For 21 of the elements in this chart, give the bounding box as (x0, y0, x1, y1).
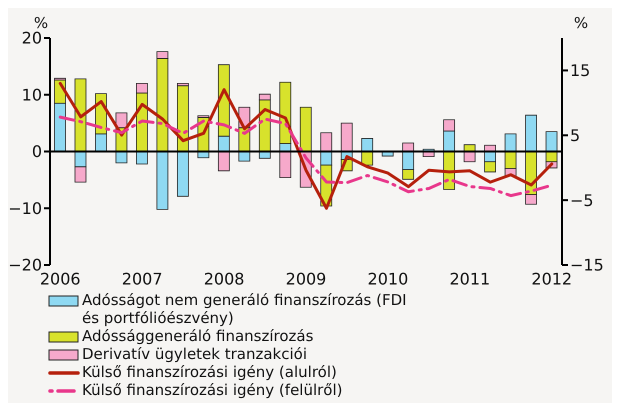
y-tick-label: −20 (8, 256, 42, 275)
y2-tick-label: 15 (570, 61, 590, 80)
x-tick-label: 2007 (122, 269, 163, 288)
legend-label: Külső finanszírozási igény (alulról) (82, 363, 337, 381)
x-tick-label: 2008 (204, 269, 244, 288)
x-tick-label: 2012 (531, 269, 572, 288)
legend-label: Adósságot nem generáló finanszírozás (FDI és portfólióészvény) (82, 291, 408, 327)
y2-tick-label: 5 (570, 126, 580, 145)
x-tick-label: 2009 (286, 269, 326, 288)
y2-tick-label: −15 (570, 256, 604, 275)
legend-label: Derivatív ügyletek tranzakciói (82, 345, 307, 363)
y-tick-label: 0 (32, 142, 42, 162)
y-tick-label: −10 (8, 198, 42, 218)
y2-tick-label: −5 (570, 190, 594, 210)
y2-axis-title: % (574, 14, 588, 32)
y-tick-label: 10 (22, 85, 42, 104)
legend-label: Adóssággeneráló finanszírozás (82, 327, 314, 345)
x-tick-label: 2011 (449, 269, 490, 288)
legend-label: Külső finanszírozási igény (felülről) (82, 381, 343, 399)
x-tick-label: 2010 (368, 269, 408, 288)
x-tick-label: 2006 (40, 269, 81, 288)
